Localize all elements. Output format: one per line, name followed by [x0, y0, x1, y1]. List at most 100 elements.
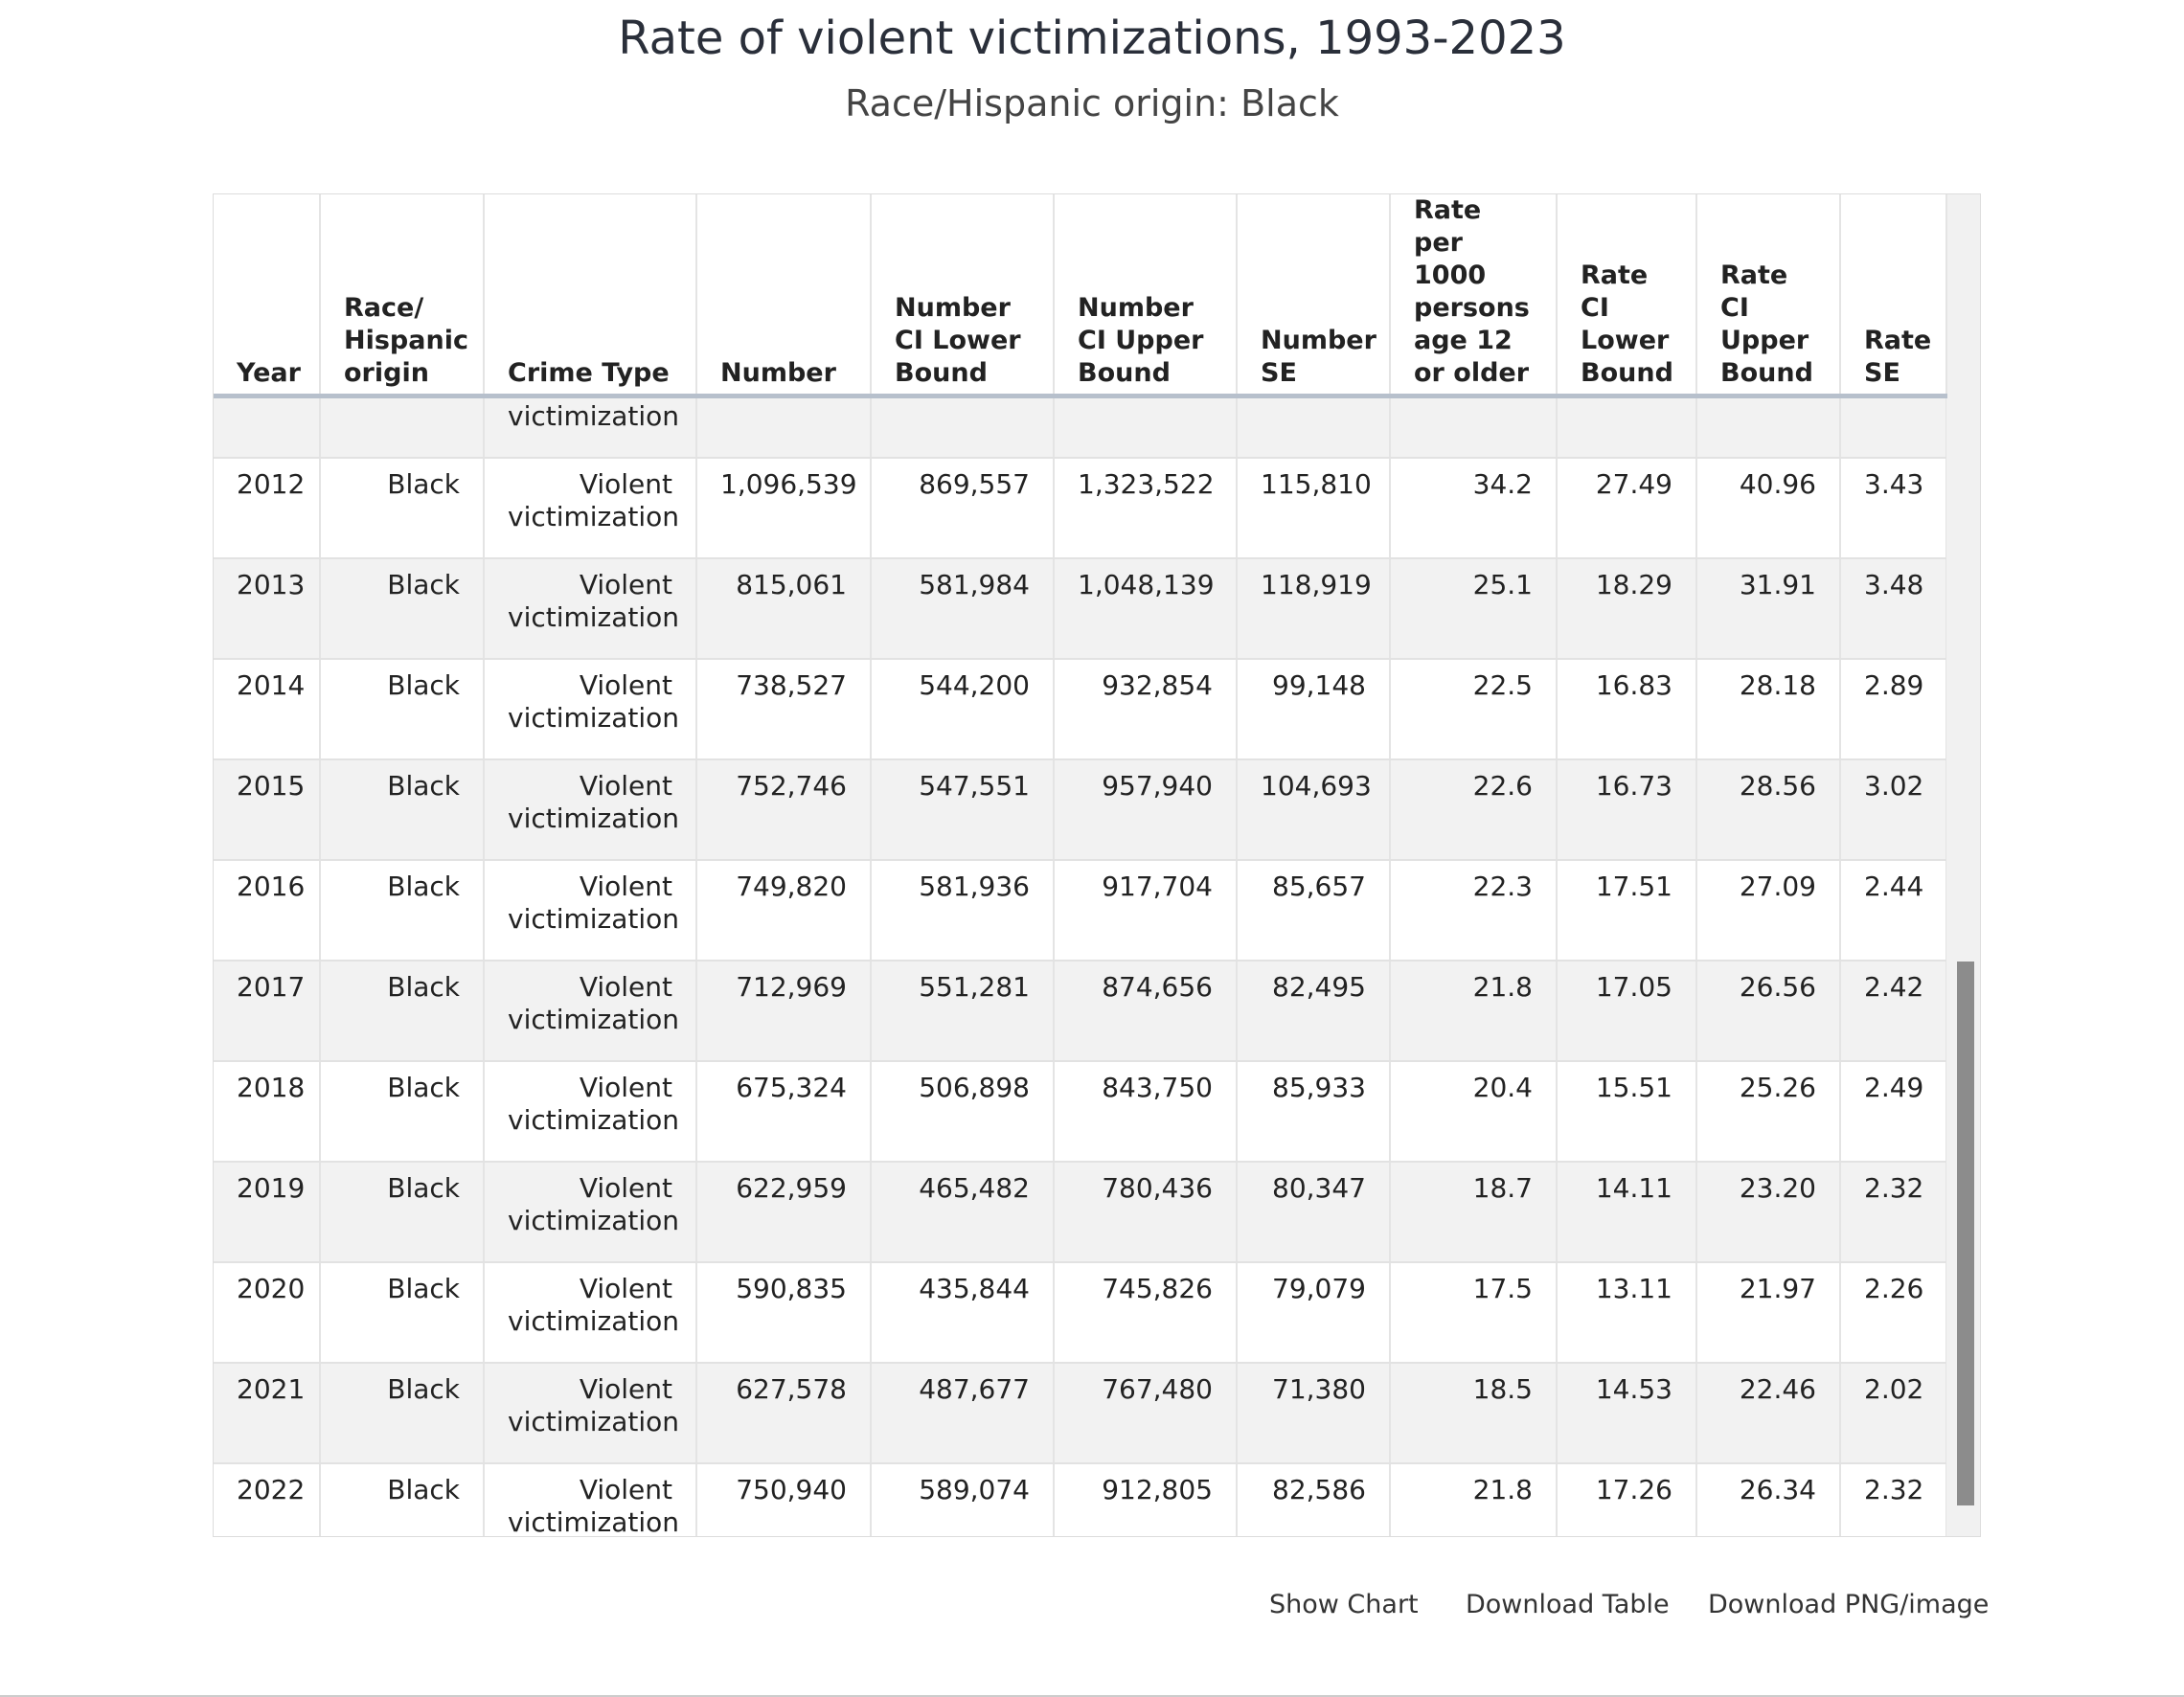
table-cell: 547,551	[871, 759, 1055, 861]
table-cell: 15.51	[1557, 1061, 1697, 1163]
table-cell: 957,940	[1054, 759, 1238, 861]
action-button[interactable]: Download PNG/image	[1708, 1590, 1990, 1619]
table-cell: 435,844	[871, 1262, 1055, 1364]
table-cell: Black	[320, 458, 485, 559]
table-cell: 2.44	[1840, 860, 1946, 962]
table-cell: 675,324	[696, 1061, 872, 1163]
table-cell: 21.8	[1390, 961, 1558, 1062]
table-row: 2021 Black Violent victimization 627,578 487…	[214, 1363, 1946, 1464]
table-container: Year Race/ Hispanic origin Crime Type Numbe…	[213, 193, 1981, 1537]
table-cell: 2017	[214, 961, 321, 1062]
table-cell: 767,480	[1054, 1363, 1238, 1464]
table-cell: 20.4	[1390, 1061, 1558, 1163]
table-cell: 465,482	[871, 1162, 1055, 1263]
table-body: 2011BlackViolent victimization812,173608…	[214, 377, 1946, 1536]
table-cell: 581,984	[871, 558, 1055, 660]
table-cell: 79,079	[1237, 1262, 1391, 1364]
table-cell: 2019	[214, 1162, 321, 1263]
table-cell: 85,657	[1237, 860, 1391, 962]
table-cell: 2.32	[1840, 1162, 1946, 1263]
table-row: 2014 Black Violent victimization 738,527 544…	[214, 659, 1946, 760]
table-cell: 23.20	[1696, 1162, 1841, 1263]
table-cell: 27.49	[1557, 458, 1697, 559]
table-cell: 82,495	[1237, 961, 1391, 1062]
table-cell: 712,969	[696, 961, 872, 1062]
table-cell: 3.48	[1840, 558, 1946, 660]
column-header[interactable]: Number	[696, 194, 872, 398]
table-cell: 21.97	[1696, 1262, 1841, 1364]
table-cell: Violent victimization	[484, 1262, 697, 1364]
table-cell: 2022	[214, 1463, 321, 1536]
table-cell: 869,557	[871, 458, 1055, 559]
table-cell: 104,693	[1237, 759, 1391, 861]
table-header: Year Race/ Hispanic origin Crime Type Numbe…	[214, 194, 1947, 398]
table-row: 2012 Black Violent victimization 1,096,539 8…	[214, 458, 1946, 559]
table-cell: 18.5	[1390, 1363, 1558, 1464]
action-button[interactable]: Show Chart	[1269, 1590, 1419, 1619]
table-cell: Black	[320, 1262, 485, 1364]
table-cell: 13.11	[1557, 1262, 1697, 1364]
column-header[interactable]: Number SE	[1237, 194, 1391, 398]
table-cell: 17.5	[1390, 1262, 1558, 1364]
table-cell: 581,936	[871, 860, 1055, 962]
table-cell: Violent victimization	[484, 659, 697, 760]
table-cell: 71,380	[1237, 1363, 1391, 1464]
table-cell: 745,826	[1054, 1262, 1238, 1364]
table-cell: 17.26	[1557, 1463, 1697, 1536]
table-cell: 544,200	[871, 659, 1055, 760]
table-row: 2016 Black Violent victimization 749,820 581…	[214, 860, 1946, 962]
column-header[interactable]: Number CI Lower Bound	[871, 194, 1055, 398]
table-cell: 2.42	[1840, 961, 1946, 1062]
table-cell: 590,835	[696, 1262, 872, 1364]
table-row: 2015 Black Violent victimization 752,746 547…	[214, 759, 1946, 861]
table-cell: 18.7	[1390, 1162, 1558, 1263]
column-header[interactable]: Rate CI Lower Bound	[1557, 194, 1697, 398]
table-cell: 2021	[214, 1363, 321, 1464]
title: Rate of violent victimizations, 1993-202…	[618, 11, 1566, 65]
column-header[interactable]: Rate SE	[1840, 194, 1947, 398]
table-cell: 80,347	[1237, 1162, 1391, 1263]
column-header[interactable]: Year	[214, 194, 321, 398]
column-header[interactable]: Crime Type	[484, 194, 697, 398]
column-header[interactable]: Number CI Upper Bound	[1054, 194, 1238, 398]
scrollbar-thumb[interactable]	[1957, 962, 1974, 1505]
table-cell: 25.26	[1696, 1061, 1841, 1163]
table-cell: 82,586	[1237, 1463, 1391, 1536]
table-cell: 34.2	[1390, 458, 1558, 559]
table-cell: Black	[320, 1463, 485, 1536]
table-cell: 2.02	[1840, 1363, 1946, 1464]
table-cell: Violent victimization	[484, 1363, 697, 1464]
table-row: 2022 Black Violent victimization 750,940 589…	[214, 1463, 1946, 1536]
table-cell: 551,281	[871, 961, 1055, 1062]
table-cell: 750,940	[696, 1463, 872, 1536]
table-cell: Black	[320, 558, 485, 660]
table-cell: Black	[320, 1061, 485, 1163]
table-cell: Violent victimization	[484, 1061, 697, 1163]
table-cell: 912,805	[1054, 1463, 1238, 1536]
action-button[interactable]: Download Table	[1466, 1590, 1670, 1619]
table-cell: Black	[320, 1162, 485, 1263]
table-cell: 31.91	[1696, 558, 1841, 660]
table-cell: Violent victimization	[484, 860, 697, 962]
divider	[0, 1695, 2184, 1697]
table-cell: Violent victimization	[484, 759, 697, 861]
table-cell: Black	[320, 659, 485, 760]
table-cell: 752,746	[696, 759, 872, 861]
table-cell: 40.96	[1696, 458, 1841, 559]
table-cell: Violent victimization	[484, 1463, 697, 1536]
column-header[interactable]: Rate CI Upper Bound	[1696, 194, 1841, 398]
table-cell: Violent victimization	[484, 1162, 697, 1263]
table-row: 2020 Black Violent victimization 590,835 435…	[214, 1262, 1946, 1364]
column-header[interactable]: Race/ Hispanic origin	[320, 194, 485, 398]
table-cell: 2014	[214, 659, 321, 760]
table-cell: 622,959	[696, 1162, 872, 1263]
table-cell: 2.89	[1840, 659, 1946, 760]
table-cell: 932,854	[1054, 659, 1238, 760]
table-cell: 2.49	[1840, 1061, 1946, 1163]
table-cell: 118,919	[1237, 558, 1391, 660]
table-cell: 1,096,539	[696, 458, 872, 559]
column-header[interactable]: Rate per 1000 persons age 12 or older	[1390, 194, 1558, 398]
table-cell: 627,578	[696, 1363, 872, 1464]
table-cell: 26.34	[1696, 1463, 1841, 1536]
